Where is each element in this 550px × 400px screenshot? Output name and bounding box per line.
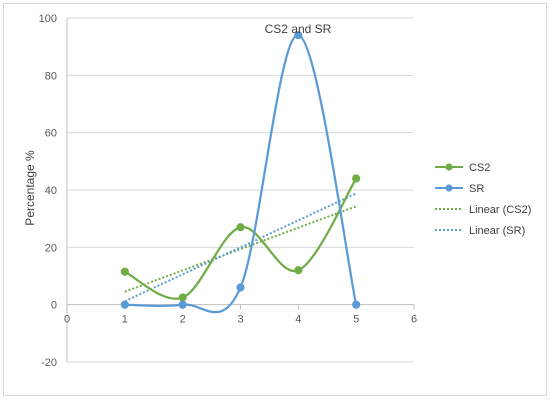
y-tick-label: 80 bbox=[45, 70, 57, 82]
data-point-sr bbox=[120, 300, 129, 309]
y-axis-label: Percentage % bbox=[23, 150, 37, 226]
data-point-sr bbox=[178, 300, 187, 309]
legend-label: Linear (SR) bbox=[469, 225, 525, 237]
legend: CS2 SR Linear (CS2) Linear (SR) bbox=[435, 162, 531, 237]
legend-item: CS2 bbox=[435, 162, 490, 174]
axes: -20 0 20 40 60 80 100 0 1 2 3 4 5 6 bbox=[39, 13, 417, 369]
data-point-cs2 bbox=[352, 174, 361, 183]
legend-label: SR bbox=[469, 183, 484, 195]
series-line-sr bbox=[124, 34, 358, 314]
legend-item: Linear (SR) bbox=[435, 225, 525, 237]
y-tick-label: 0 bbox=[51, 300, 57, 312]
series-line-cs2 bbox=[124, 177, 358, 300]
series-lines bbox=[124, 34, 358, 314]
series-markers bbox=[120, 31, 361, 309]
legend-marker bbox=[445, 163, 453, 171]
data-point-cs2 bbox=[178, 293, 187, 302]
x-tick-label: 0 bbox=[64, 314, 70, 326]
legend-item: SR bbox=[435, 183, 484, 195]
legend-label: CS2 bbox=[469, 162, 490, 174]
y-tick-label: 20 bbox=[45, 242, 57, 254]
data-point-sr bbox=[352, 300, 361, 309]
x-tick-label: 5 bbox=[353, 314, 359, 326]
x-tick-label: 4 bbox=[295, 314, 301, 326]
chart-title: CS2 and SR bbox=[265, 22, 332, 36]
y-tick-label: 60 bbox=[45, 128, 57, 140]
legend-marker bbox=[445, 184, 453, 192]
x-tick-label: 2 bbox=[180, 314, 186, 326]
y-tick-label: -20 bbox=[41, 357, 57, 369]
chart-frame bbox=[3, 3, 547, 396]
trendline-sr bbox=[124, 192, 357, 303]
y-tick-label: 40 bbox=[45, 185, 57, 197]
data-point-cs2 bbox=[236, 223, 245, 232]
data-point-sr bbox=[236, 283, 245, 292]
x-tick-label: 1 bbox=[122, 314, 128, 326]
legend-label: Linear (CS2) bbox=[469, 204, 531, 216]
y-tick-label: 100 bbox=[39, 13, 57, 25]
legend-item: Linear (CS2) bbox=[435, 204, 531, 216]
data-point-sr bbox=[294, 31, 303, 40]
data-point-cs2 bbox=[120, 267, 129, 276]
trendlines bbox=[124, 192, 357, 303]
data-point-cs2 bbox=[294, 266, 303, 275]
trendline-cs2 bbox=[124, 205, 357, 293]
x-tick-label: 3 bbox=[237, 314, 243, 326]
x-tick-label: 6 bbox=[411, 314, 417, 326]
gridlines bbox=[67, 17, 414, 363]
